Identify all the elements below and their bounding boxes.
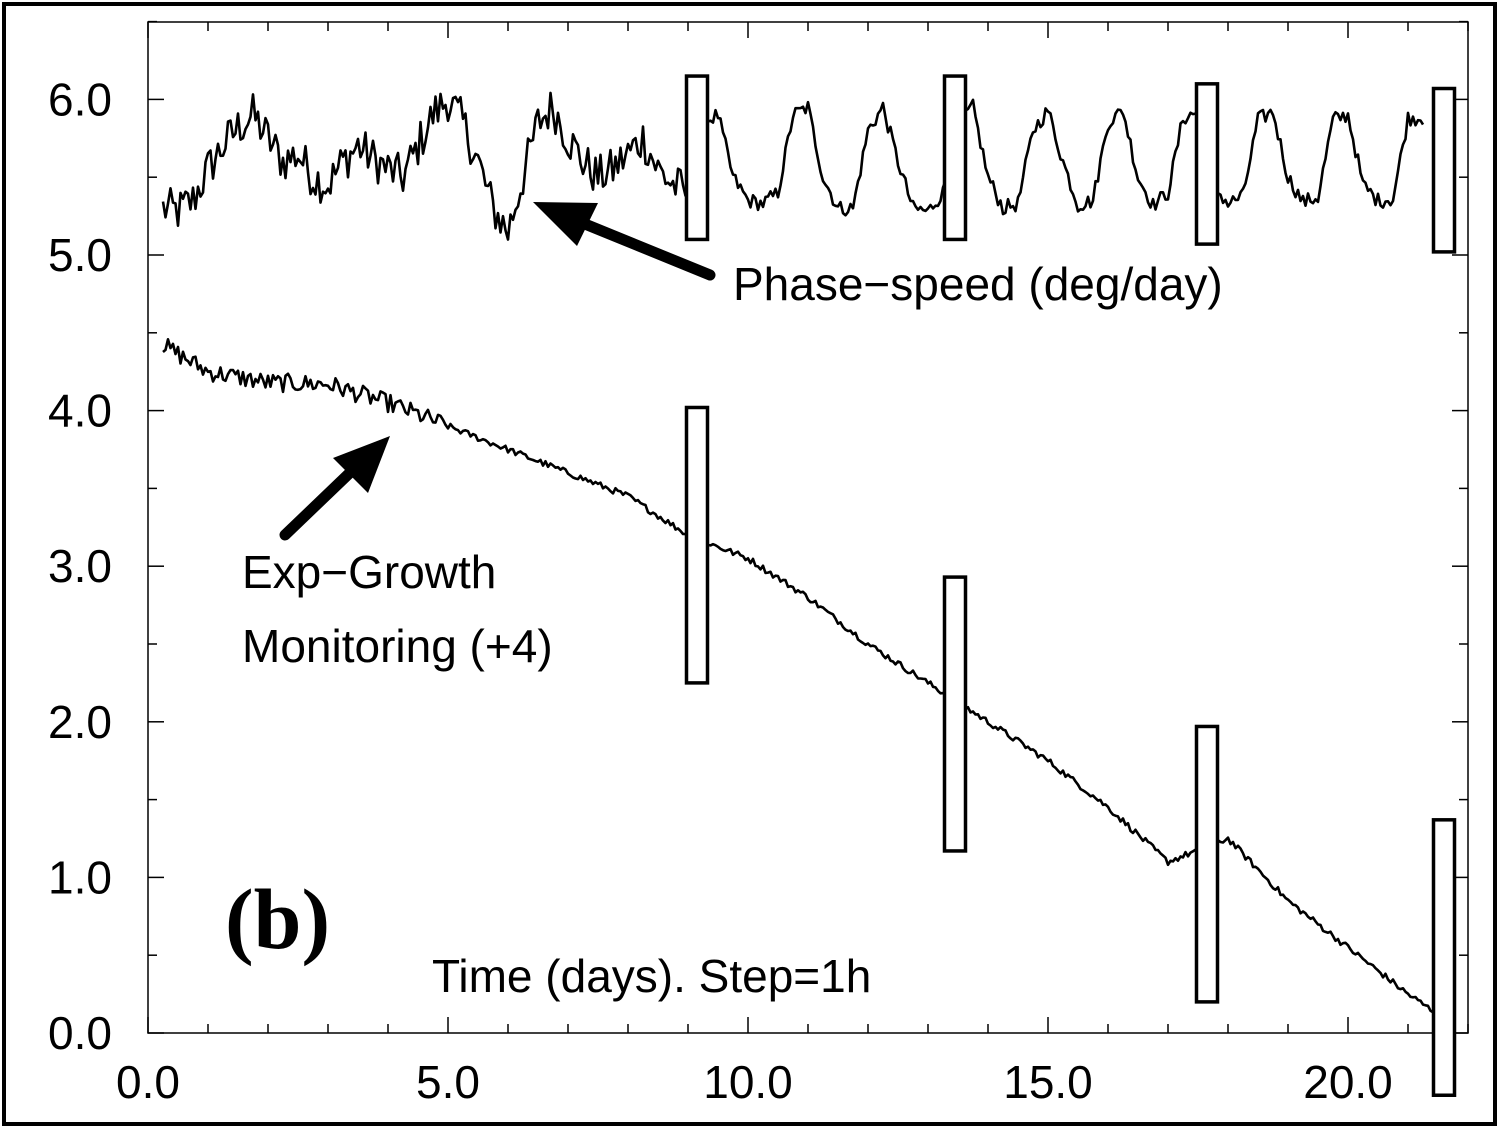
- y-tick-label: 2.0: [48, 696, 112, 748]
- y-axis: 0.0 1.0 2.0 3.0 4.0 5.0 6.0: [48, 20, 1468, 1059]
- y-tick-label: 5.0: [48, 229, 112, 281]
- x-tick-label: 15.0: [1003, 1056, 1093, 1108]
- x-tick-label: 0.0: [116, 1056, 180, 1108]
- y-tick-label: 0.0: [48, 1007, 112, 1059]
- error-bar: [684, 405, 710, 685]
- x-tick-label: 5.0: [416, 1056, 480, 1108]
- x-tick-label: 20.0: [1303, 1056, 1393, 1108]
- phase-speed-arrow-head: [533, 202, 598, 246]
- y-tick-label: 3.0: [48, 540, 112, 592]
- error-bar: [1431, 818, 1457, 1097]
- x-tick-label: 10.0: [703, 1056, 793, 1108]
- y-tick-label: 1.0: [48, 851, 112, 903]
- error-bars-layer: [684, 74, 1457, 1097]
- phase-speed-annotation: Phase−speed (deg/day): [533, 202, 1223, 310]
- y-tick-label: 4.0: [48, 385, 112, 437]
- error-bar: [1431, 86, 1457, 254]
- exp-growth-label-line1: Exp−Growth: [242, 546, 496, 598]
- phase-speed-arrow-shaft: [574, 216, 716, 281]
- error-bar: [942, 575, 968, 853]
- exp-growth-arrow-shaft: [279, 459, 364, 541]
- exp-growth-annotation: Exp−Growth Monitoring (+4): [242, 436, 553, 672]
- exp-growth-label-line2: Monitoring (+4): [242, 620, 553, 672]
- exp-growth-arrow-head: [333, 436, 390, 493]
- y-tick-label: 6.0: [48, 73, 112, 125]
- exp_growth-line: [162, 337, 1438, 1017]
- phase-speed-label: Phase−speed (deg/day): [733, 258, 1223, 310]
- error-bar: [1194, 82, 1220, 246]
- error-bar: [1194, 724, 1220, 1004]
- error-bar: [942, 74, 968, 242]
- x-axis: 0.0 5.0 10.0 15.0 20.0: [116, 22, 1469, 1108]
- error-bar: [684, 74, 710, 242]
- x-axis-title: Time (days). Step=1h: [432, 950, 871, 1002]
- panel-label: (b): [225, 871, 330, 967]
